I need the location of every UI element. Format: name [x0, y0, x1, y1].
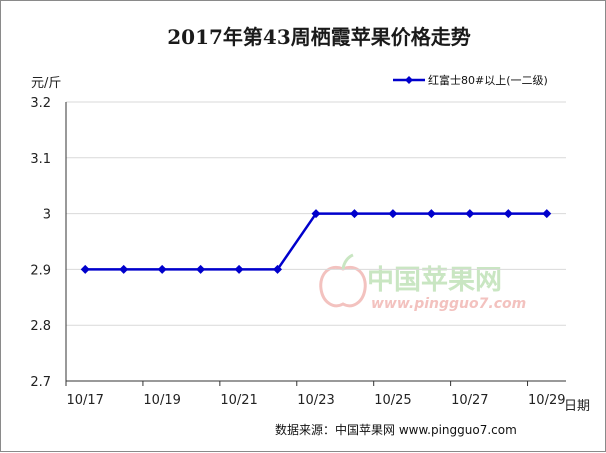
legend-label: 红富士80#以上(一二级) [428, 73, 548, 87]
x-tick-label: 10/17 [66, 393, 103, 408]
watermark: 中国苹果网 www.pingguo7.com [319, 253, 526, 312]
data-point [503, 209, 513, 219]
y-tick-label: 3 [43, 208, 51, 223]
data-point [273, 264, 283, 274]
apple-logo-icon [319, 253, 367, 308]
x-axis-label: 日期 [564, 399, 590, 414]
chart-title: 2017年第43周栖霞苹果价格走势 [167, 25, 471, 49]
data-point [426, 209, 436, 219]
series-line [85, 212, 547, 271]
x-tick-labels: 10/17 10/19 10/21 10/23 10/25 10/27 10/29 [66, 393, 565, 408]
data-point [157, 264, 167, 274]
y-tick-labels: 2.7 2.8 2.9 3 3.1 3.2 [30, 96, 51, 390]
data-point [311, 209, 321, 219]
x-tick-label: 10/21 [220, 393, 257, 408]
x-tick-label: 10/19 [143, 393, 180, 408]
watermark-url: www.pingguo7.com [371, 296, 526, 312]
data-point [234, 264, 244, 274]
y-tick-label: 2.8 [30, 319, 51, 334]
x-tick-label: 10/23 [297, 393, 334, 408]
x-tick-label: 10/29 [528, 393, 565, 408]
data-point [196, 264, 206, 274]
x-tick-label: 10/27 [451, 393, 488, 408]
axes [65, 102, 566, 386]
data-point [465, 209, 475, 219]
data-source: 数据来源：中国苹果网 www.pingguo7.com [275, 422, 517, 437]
legend-marker [405, 76, 413, 84]
data-point [542, 209, 552, 219]
watermark-text: 中国苹果网 [367, 265, 502, 296]
data-point [349, 209, 359, 219]
y-tick-label: 2.9 [30, 263, 51, 278]
y-tick-label: 3.2 [30, 96, 51, 111]
data-point [80, 264, 90, 274]
x-tick-label: 10/25 [374, 393, 411, 408]
y-tick-label: 3.1 [30, 152, 51, 167]
data-series [80, 209, 552, 274]
data-point [388, 209, 398, 219]
data-point [119, 264, 129, 274]
y-tick-label: 2.7 [30, 375, 51, 390]
y-axis-unit: 元/斤 [31, 76, 61, 91]
legend: 红富士80#以上(一二级) [393, 73, 548, 87]
